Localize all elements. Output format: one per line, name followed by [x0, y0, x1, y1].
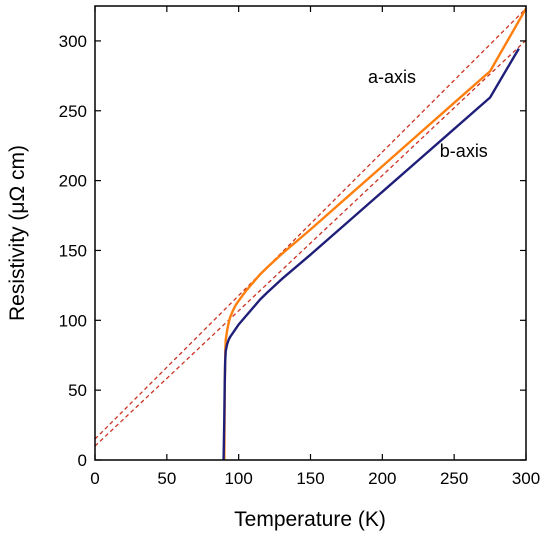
x-tick-label: 150 — [296, 469, 324, 488]
series-annotation-a-axis: a-axis — [368, 67, 416, 87]
linear-fit-line-2 — [95, 39, 526, 447]
y-axis-title: Resistivity (μΩ cm) — [6, 145, 29, 321]
y-tick-label: 300 — [59, 32, 87, 51]
x-tick-label: 300 — [512, 469, 540, 488]
y-tick-label: 250 — [59, 102, 87, 121]
plot-frame — [94, 5, 527, 461]
y-tick-label: 0 — [78, 451, 87, 470]
series-line-a-axis — [223, 7, 526, 460]
y-tick-label: 100 — [59, 311, 87, 330]
series-line-b-axis — [222, 48, 520, 460]
x-axis-title: Temperature (K) — [234, 508, 386, 531]
y-tick-label: 200 — [59, 172, 87, 191]
linear-fit-line-1 — [95, 8, 526, 440]
y-tick-label: 50 — [68, 381, 87, 400]
x-tick-label: 250 — [440, 469, 468, 488]
series-annotation-b-axis: b-axis — [440, 141, 488, 161]
x-tick-label: 200 — [368, 469, 396, 488]
x-tick-label: 50 — [157, 469, 176, 488]
x-tick-label: 0 — [90, 469, 99, 488]
y-tick-label: 150 — [59, 241, 87, 260]
x-tick-label: 100 — [224, 469, 252, 488]
